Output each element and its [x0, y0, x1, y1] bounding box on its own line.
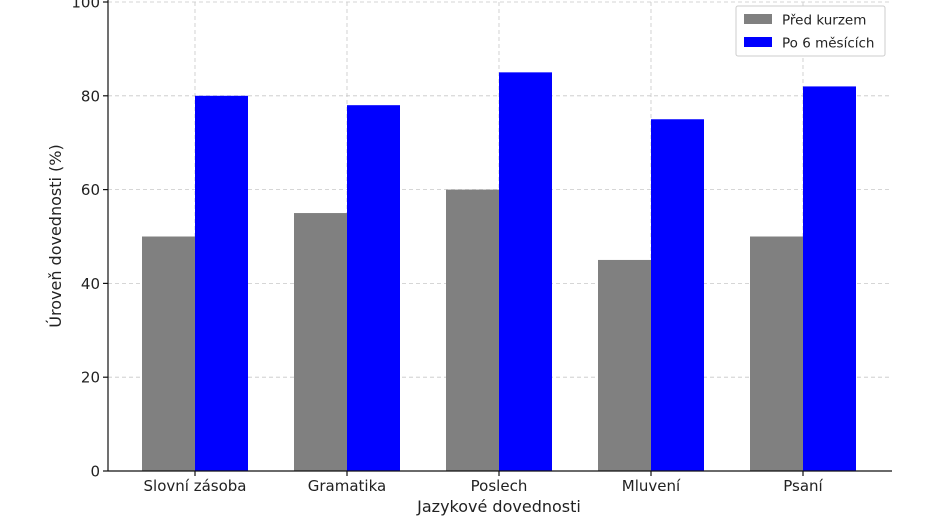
bar-after-4 — [803, 86, 856, 472]
x-tick-label: Mluvení — [622, 477, 681, 495]
bar-before-4 — [750, 236, 803, 471]
bar-before-0 — [142, 236, 195, 471]
legend: Před kurzem Po 6 měsících — [735, 5, 886, 57]
x-tick-label: Gramatika — [308, 477, 386, 495]
bar-before-3 — [598, 259, 651, 471]
y-tick-label: 100 — [71, 0, 100, 12]
bar-before-1 — [294, 213, 347, 472]
bar-before-2 — [446, 189, 499, 471]
x-tick-label: Poslech — [471, 477, 528, 495]
y-tick-label: 40 — [81, 275, 100, 293]
y-axis-title: Úroveň dovednosti (%) — [46, 144, 65, 327]
legend-swatch-before — [744, 14, 772, 24]
legend-swatch-after — [744, 37, 772, 47]
ticks: 0 20 40 60 80 100 Slovní zásoba Gramatika Poslec… — [71, 0, 823, 495]
y-tick-label: 60 — [81, 181, 100, 199]
legend-label-after: Po 6 měsících — [782, 36, 874, 52]
legend-frame — [735, 5, 886, 57]
axes — [107, 0, 892, 472]
bar-after-3 — [651, 119, 704, 471]
y-tick-label: 20 — [81, 369, 100, 387]
x-tick-label: Slovní zásoba — [144, 477, 247, 495]
bar-after-0 — [195, 95, 248, 472]
bar-after-2 — [499, 72, 552, 471]
y-tick-label: 0 — [90, 463, 100, 481]
bars — [142, 72, 856, 472]
x-tick-label: Psaní — [783, 477, 823, 495]
bar-after-1 — [347, 105, 400, 472]
legend-label-before: Před kurzem — [782, 13, 866, 29]
y-tick-label: 80 — [81, 87, 100, 105]
x-axis-title: Jazykové dovednosti — [416, 497, 581, 516]
